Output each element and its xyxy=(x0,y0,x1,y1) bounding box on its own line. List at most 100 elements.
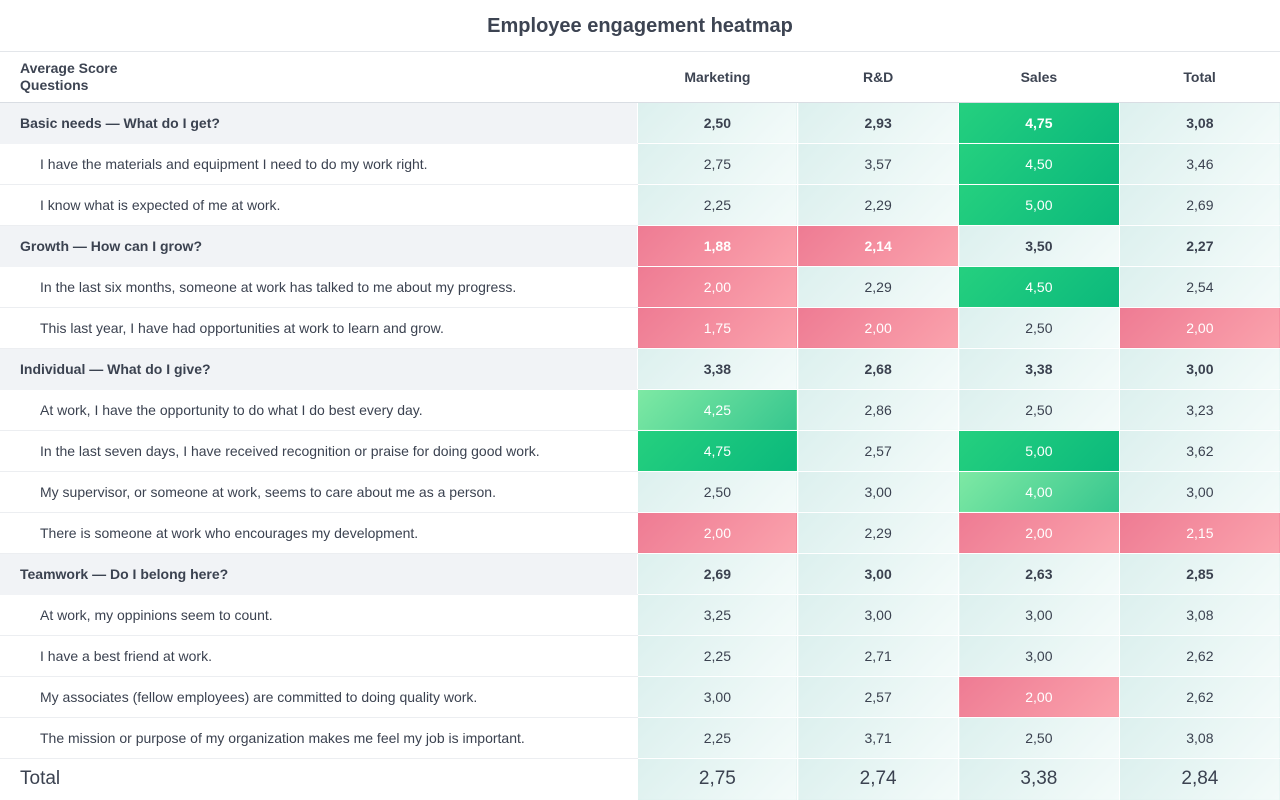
heat-cell-rd[interactable]: 2,29 xyxy=(797,266,959,308)
heat-cell-sales[interactable]: 2,50 xyxy=(958,389,1120,431)
category-row[interactable]: Teamwork — Do I belong here? 2,69 3,00 2,63… xyxy=(0,553,1280,595)
heat-cell-sales[interactable]: 2,00 xyxy=(958,676,1120,718)
heat-cell-marketing[interactable]: 2,50 xyxy=(636,471,798,513)
heat-cell-marketing[interactable]: 2,50 xyxy=(636,102,798,144)
row-header-label: Average Score Questions xyxy=(0,52,637,103)
heat-cell-total[interactable]: 2,62 xyxy=(1118,676,1280,718)
heat-cell-sales[interactable]: 2,50 xyxy=(958,307,1120,349)
total-row[interactable]: Total 2,75 2,74 3,38 2,84 xyxy=(0,757,1280,800)
heat-cell-rd[interactable]: 2,86 xyxy=(797,389,959,431)
question-label: At work, my oppinions seem to count. xyxy=(0,594,637,636)
heat-cell-marketing[interactable]: 1,88 xyxy=(636,225,798,267)
heat-cell-total[interactable]: 3,00 xyxy=(1118,348,1280,390)
column-header-sales[interactable]: Sales xyxy=(958,52,1120,103)
heat-cell-total[interactable]: 3,23 xyxy=(1118,389,1280,431)
heat-cell-marketing[interactable]: 3,25 xyxy=(636,594,798,636)
heat-cell-rd[interactable]: 3,00 xyxy=(797,594,959,636)
heat-cell-marketing[interactable]: 2,75 xyxy=(636,757,798,800)
question-row[interactable]: At work, my oppinions seem to count. 3,25… xyxy=(0,594,1280,636)
question-row[interactable]: At work, I have the opportunity to do wh… xyxy=(0,389,1280,431)
heat-cell-sales[interactable]: 4,75 xyxy=(958,102,1120,144)
heat-cell-rd[interactable]: 2,57 xyxy=(797,430,959,472)
heat-cell-marketing[interactable]: 2,00 xyxy=(636,512,798,554)
heat-cell-total[interactable]: 3,08 xyxy=(1118,102,1280,144)
question-row[interactable]: My supervisor, or someone at work, seems… xyxy=(0,471,1280,513)
question-label: I have the materials and equipment I nee… xyxy=(0,143,637,185)
heat-cell-marketing[interactable]: 2,00 xyxy=(636,266,798,308)
question-row[interactable]: My associates (fellow employees) are com… xyxy=(0,676,1280,718)
heat-cell-sales[interactable]: 4,00 xyxy=(958,471,1120,513)
heat-cell-rd[interactable]: 3,71 xyxy=(797,717,959,759)
question-row[interactable]: I have the materials and equipment I nee… xyxy=(0,143,1280,185)
heat-cell-marketing[interactable]: 4,25 xyxy=(636,389,798,431)
heat-cell-marketing[interactable]: 2,69 xyxy=(636,553,798,595)
question-row[interactable]: In the last seven days, I have received … xyxy=(0,430,1280,472)
category-row[interactable]: Individual — What do I give? 3,38 2,68 3,38… xyxy=(0,348,1280,390)
heat-cell-sales[interactable]: 3,00 xyxy=(958,594,1120,636)
heat-cell-rd[interactable]: 3,57 xyxy=(797,143,959,185)
question-label: This last year, I have had opportunities… xyxy=(0,307,637,349)
heatmap-table: Average Score Questions Marketing R&D Sa… xyxy=(0,52,1280,800)
heat-cell-marketing[interactable]: 3,38 xyxy=(636,348,798,390)
category-row[interactable]: Growth — How can I grow? 1,88 2,14 3,50 2,27 xyxy=(0,225,1280,267)
heat-cell-rd[interactable]: 2,74 xyxy=(797,757,959,800)
heat-cell-marketing[interactable]: 2,75 xyxy=(636,143,798,185)
heat-cell-sales[interactable]: 3,38 xyxy=(958,757,1120,800)
heat-cell-total[interactable]: 3,08 xyxy=(1118,717,1280,759)
heat-cell-total[interactable]: 2,54 xyxy=(1118,266,1280,308)
heat-cell-sales[interactable]: 2,00 xyxy=(958,512,1120,554)
heat-cell-marketing[interactable]: 4,75 xyxy=(636,430,798,472)
heat-cell-marketing[interactable]: 2,25 xyxy=(636,184,798,226)
question-label: I know what is expected of me at work. xyxy=(0,184,637,226)
heat-cell-sales[interactable]: 2,63 xyxy=(958,553,1120,595)
heat-cell-total[interactable]: 2,15 xyxy=(1118,512,1280,554)
question-label: I have a best friend at work. xyxy=(0,635,637,677)
question-row[interactable]: I know what is expected of me at work. 2,… xyxy=(0,184,1280,226)
question-row[interactable]: The mission or purpose of my organizatio… xyxy=(0,717,1280,759)
column-header-marketing[interactable]: Marketing xyxy=(637,52,798,103)
heat-cell-sales[interactable]: 3,00 xyxy=(958,635,1120,677)
header-label-line2: Questions xyxy=(20,76,89,93)
heat-cell-rd[interactable]: 2,68 xyxy=(797,348,959,390)
heat-cell-sales[interactable]: 5,00 xyxy=(958,430,1120,472)
heat-cell-total[interactable]: 2,84 xyxy=(1118,757,1280,800)
heat-cell-total[interactable]: 3,08 xyxy=(1118,594,1280,636)
heat-cell-total[interactable]: 2,69 xyxy=(1118,184,1280,226)
question-row[interactable]: I have a best friend at work. 2,25 2,71 3,0… xyxy=(0,635,1280,677)
heat-cell-total[interactable]: 3,46 xyxy=(1118,143,1280,185)
heat-cell-rd[interactable]: 2,29 xyxy=(797,512,959,554)
heat-cell-total[interactable]: 2,62 xyxy=(1118,635,1280,677)
heat-cell-marketing[interactable]: 1,75 xyxy=(636,307,798,349)
heat-cell-rd[interactable]: 2,14 xyxy=(797,225,959,267)
heat-cell-total[interactable]: 2,27 xyxy=(1118,225,1280,267)
heat-cell-sales[interactable]: 2,50 xyxy=(958,717,1120,759)
heat-cell-rd[interactable]: 2,71 xyxy=(797,635,959,677)
heat-cell-rd[interactable]: 2,57 xyxy=(797,676,959,718)
question-row[interactable]: There is someone at work who encourages … xyxy=(0,512,1280,554)
heat-cell-sales[interactable]: 3,38 xyxy=(958,348,1120,390)
heat-cell-rd[interactable]: 3,00 xyxy=(797,471,959,513)
heat-cell-rd[interactable]: 2,93 xyxy=(797,102,959,144)
question-row[interactable]: This last year, I have had opportunities… xyxy=(0,307,1280,349)
column-header-total[interactable]: Total xyxy=(1119,52,1280,103)
heat-cell-total[interactable]: 3,00 xyxy=(1118,471,1280,513)
heat-cell-marketing[interactable]: 2,25 xyxy=(636,635,798,677)
heat-cell-rd[interactable]: 3,00 xyxy=(797,553,959,595)
column-header-rd[interactable]: R&D xyxy=(797,52,959,103)
heat-cell-marketing[interactable]: 2,25 xyxy=(636,717,798,759)
heat-cell-rd[interactable]: 2,29 xyxy=(797,184,959,226)
heat-cell-total[interactable]: 3,62 xyxy=(1118,430,1280,472)
category-row[interactable]: Basic needs — What do I get? 2,50 2,93 4,75… xyxy=(0,102,1280,144)
question-row[interactable]: In the last six months, someone at work … xyxy=(0,266,1280,308)
heat-cell-sales[interactable]: 3,50 xyxy=(958,225,1120,267)
heat-cell-sales[interactable]: 5,00 xyxy=(958,184,1120,226)
heat-cell-sales[interactable]: 4,50 xyxy=(958,266,1120,308)
heat-cell-total[interactable]: 2,00 xyxy=(1118,307,1280,349)
total-label: Total xyxy=(0,757,637,800)
heat-cell-rd[interactable]: 2,00 xyxy=(797,307,959,349)
heat-cell-marketing[interactable]: 3,00 xyxy=(636,676,798,718)
heat-cell-sales[interactable]: 4,50 xyxy=(958,143,1120,185)
question-label: The mission or purpose of my organizatio… xyxy=(0,717,637,759)
heat-cell-total[interactable]: 2,85 xyxy=(1118,553,1280,595)
category-label: Basic needs — What do I get? xyxy=(0,102,637,144)
